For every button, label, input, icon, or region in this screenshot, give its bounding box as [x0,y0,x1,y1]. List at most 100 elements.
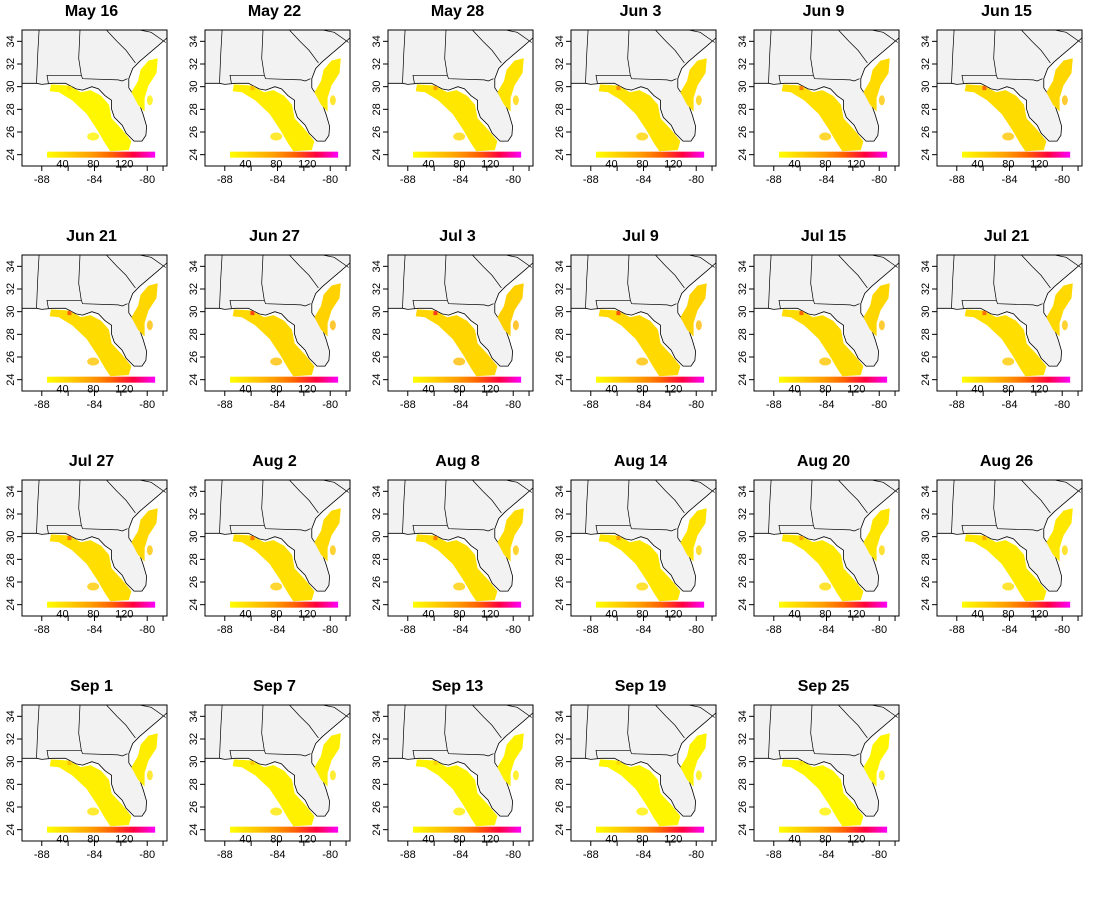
hotspot-south [87,133,99,141]
legend-color-bar [596,152,704,158]
hotspot-south [87,583,99,591]
x-tick-label: -80 [688,624,704,636]
y-tick-label: 24 [5,824,17,836]
x-tick-label: -80 [1054,399,1070,411]
x-tick-label: -84 [636,399,652,411]
y-tick-label: 28 [188,553,200,565]
hotspot-panhandle [799,86,803,90]
y-tick-label: 24 [920,599,932,611]
map-panel: Sep 25 40 80 120 -88 -84 -80 24 26 28 30 32 34 [732,675,915,900]
y-tick-label: 34 [371,710,383,722]
x-tick-label: -88 [400,624,416,636]
y-tick-label: 30 [5,756,17,768]
legend-tick-label: 120 [664,609,682,621]
x-tick-label: -84 [87,399,103,411]
legend-color-bar [47,377,155,383]
x-tick-label: -84 [453,624,469,636]
y-tick-label: 30 [737,81,749,93]
legend-tick-label: 120 [115,384,133,396]
map-area [754,29,899,151]
legend-tick-label: 120 [1030,609,1048,621]
legend-tick-label: 120 [481,384,499,396]
y-tick-label: 30 [5,531,17,543]
map-plot: 40 80 120 -88 -84 -80 24 26 28 30 32 34 [366,0,549,225]
y-tick-label: 28 [554,103,566,115]
legend-color-bar [962,152,1070,158]
y-tick-label: 32 [554,58,566,70]
legend-tick-label: 120 [664,159,682,171]
legend-tick-label: 80 [453,384,465,396]
legend-color-bar [230,152,338,158]
y-tick-label: 24 [554,149,566,161]
map-area [571,254,716,376]
legend-tick-label: 40 [788,834,800,846]
map-panel: May 28 40 80 120 -88 -84 -80 24 26 28 30 32 34 [366,0,549,225]
legend-color-bar [596,827,704,833]
x-tick-label: -84 [270,174,286,186]
y-tick-label: 26 [554,351,566,363]
x-tick-label: -84 [270,399,286,411]
y-tick-label: 26 [737,126,749,138]
y-tick-label: 30 [188,531,200,543]
hotspot-atlantic [147,545,153,555]
y-tick-label: 24 [5,374,17,386]
y-tick-label: 26 [737,576,749,588]
y-tick-label: 28 [371,328,383,340]
y-tick-label: 24 [371,374,383,386]
hotspot-panhandle [616,536,620,540]
y-tick-label: 32 [188,733,200,745]
legend-color-bar [230,602,338,608]
legend-color-bar [413,827,521,833]
y-tick-label: 24 [920,374,932,386]
map-panel: Jun 27 40 80 120 -88 -84 -80 24 26 28 30 32 34 [183,225,366,450]
y-tick-label: 26 [5,801,17,813]
y-tick-label: 30 [737,306,749,318]
hotspot-atlantic [696,770,702,780]
legend-tick-label: 80 [87,609,99,621]
x-tick-label: -88 [217,399,233,411]
hotspot-south [1002,358,1014,366]
legend-tick-label: 120 [298,609,316,621]
y-tick-label: 32 [5,508,17,520]
legend-tick-label: 80 [819,609,831,621]
hotspot-atlantic [147,95,153,105]
legend-tick-label: 80 [87,384,99,396]
hotspot-atlantic [330,95,336,105]
y-tick-label: 28 [5,103,17,115]
map-plot: 40 80 120 -88 -84 -80 24 26 28 30 32 34 [183,225,366,450]
hotspot-atlantic [330,320,336,330]
y-tick-label: 30 [5,306,17,318]
map-area [388,479,533,601]
map-area [388,704,533,826]
x-tick-label: -80 [139,849,155,861]
y-tick-label: 24 [920,149,932,161]
map-plot: 40 80 120 -88 -84 -80 24 26 28 30 32 34 [0,450,183,675]
hotspot-south [87,358,99,366]
hotspot-south [87,808,99,816]
map-panel: Jul 21 40 80 120 -88 -84 -80 24 26 28 30 32 34 [915,225,1098,450]
hotspot-atlantic [879,770,885,780]
y-tick-label: 34 [737,710,749,722]
x-tick-label: -84 [270,624,286,636]
x-tick-label: -80 [139,624,155,636]
legend-tick-label: 40 [971,384,983,396]
hotspot-panhandle [799,311,803,315]
y-tick-label: 34 [188,485,200,497]
map-plot: 40 80 120 -88 -84 -80 24 26 28 30 32 34 [549,675,732,900]
y-tick-label: 28 [371,778,383,790]
x-tick-label: -88 [34,624,50,636]
legend-tick-label: 120 [481,159,499,171]
hotspot-south [1002,583,1014,591]
map-panel: Jun 3 40 80 120 -88 -84 -80 24 26 28 30 32 34 [549,0,732,225]
map-area [22,254,167,376]
map-plot: 40 80 120 -88 -84 -80 24 26 28 30 32 34 [183,675,366,900]
map-area [937,479,1082,601]
x-tick-label: -88 [583,624,599,636]
y-tick-label: 26 [920,126,932,138]
map-plot: 40 80 120 -88 -84 -80 24 26 28 30 32 34 [732,675,915,900]
y-tick-label: 26 [5,576,17,588]
hotspot-panhandle [616,311,620,315]
hotspot-south [636,583,648,591]
y-tick-label: 26 [188,351,200,363]
legend-tick-label: 80 [819,159,831,171]
